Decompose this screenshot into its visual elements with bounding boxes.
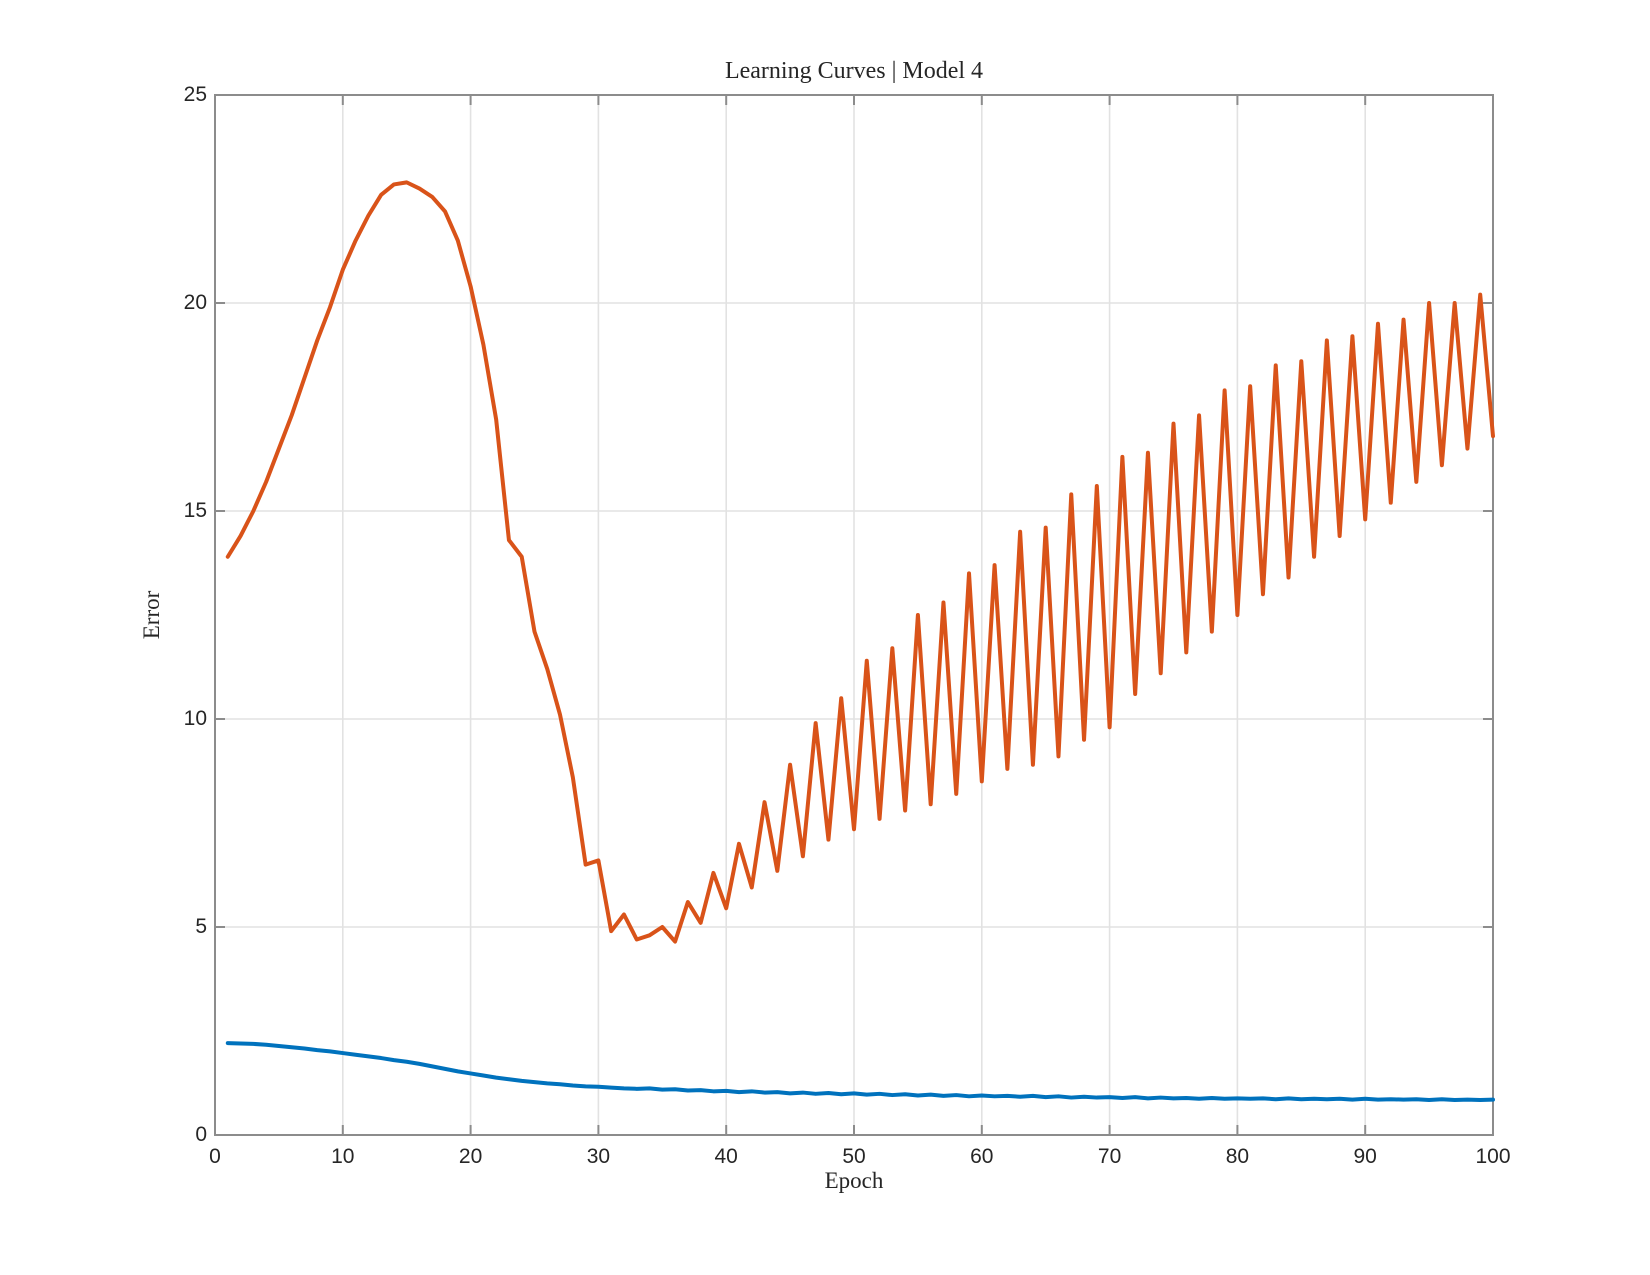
x-tick-label: 70 <box>1097 1145 1122 1168</box>
y-tick-label: 20 <box>183 291 207 314</box>
x-axis-label: Epoch <box>824 1168 884 1193</box>
x-tick-label: 60 <box>970 1145 994 1168</box>
y-tick-label: 15 <box>183 499 207 522</box>
y-tick-label: 5 <box>195 915 207 938</box>
x-tick-label: 80 <box>1225 1145 1250 1168</box>
y-tick-label: 0 <box>195 1123 207 1146</box>
orange-series-line <box>225 180 1495 944</box>
x-tick-label: 10 <box>331 1145 355 1168</box>
x-tick-label: 50 <box>842 1145 866 1168</box>
x-tick-label: 100 <box>1475 1145 1511 1168</box>
blue-series-line <box>225 1041 1495 1103</box>
x-tick-label: 40 <box>714 1145 738 1168</box>
y-tick-label: 25 <box>183 83 207 106</box>
y-tick-label: 10 <box>183 707 207 730</box>
y-axis-label: Error <box>139 590 164 640</box>
x-tick-label: 90 <box>1353 1145 1377 1168</box>
x-tick-label: 20 <box>458 1145 483 1168</box>
chart-title: Learning Curves | Model 4 <box>724 58 984 84</box>
x-tick-label: 0 <box>209 1145 221 1168</box>
x-tick-label: 30 <box>586 1145 611 1168</box>
